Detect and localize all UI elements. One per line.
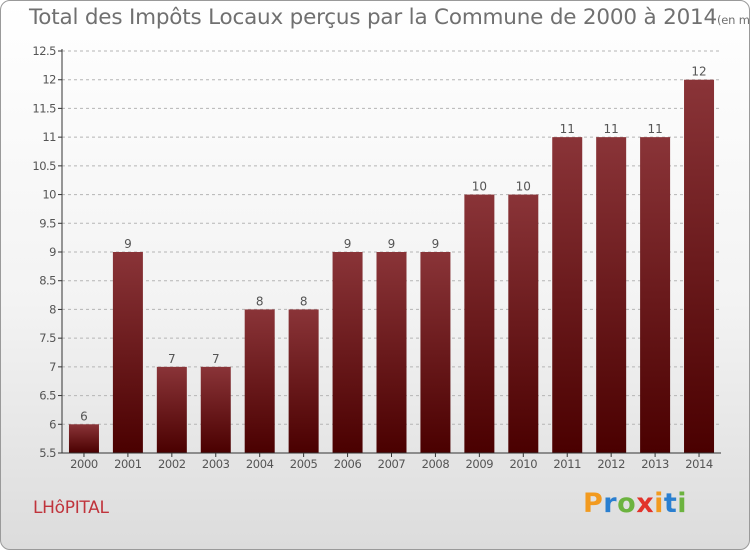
logo-letter: x [636,488,655,519]
bar [156,366,187,453]
bar [552,137,583,453]
x-tick-label: 2006 [334,457,362,471]
x-tick-label: 2013 [641,457,669,471]
x-tick-label: 2009 [466,457,494,471]
y-tick-label: 10 [42,188,56,202]
bar [200,366,231,453]
bar-value-label: 12 [691,65,706,79]
logo-letter: r [603,488,618,519]
bar [288,309,319,453]
commune-name: LHôPITAL [33,498,109,518]
chart-title: Total des Impôts Locaux perçus par la Co… [29,5,750,30]
bar [244,309,275,453]
logo-letter: i [654,488,664,519]
bar-value-label: 11 [604,122,619,136]
y-tick-label: 7.5 [39,331,56,345]
y-tick-label: 6.5 [39,389,56,403]
logo-letter: o [617,488,637,519]
x-tick-label: 2001 [114,457,142,471]
x-tick-label: 2010 [509,457,537,471]
bar-value-label: 9 [344,237,352,251]
bar-value-label: 7 [212,352,220,366]
bar [464,194,495,454]
proxiti-logo: Proxiti [583,488,687,519]
y-tick-label: 9 [49,245,56,259]
bar [68,424,99,453]
x-tick-label: 2011 [553,457,581,471]
bar-value-label: 8 [256,294,264,308]
y-tick-label: 12.5 [32,44,56,58]
logo-letter: P [583,488,604,519]
y-tick-label: 11 [42,130,56,144]
y-tick-label: 12 [42,73,56,87]
bar-value-label: 7 [168,352,176,366]
x-tick-label: 2003 [202,457,230,471]
chart-title-text: Total des Impôts Locaux perçus par la Co… [29,5,717,30]
logo-letter: t [663,488,678,519]
x-tick-label: 2005 [290,457,318,471]
x-tick-label: 2000 [70,457,98,471]
bar-value-label: 10 [472,180,487,194]
bar [596,137,627,453]
bar-value-label: 11 [647,122,662,136]
logo-letter: i [677,488,688,519]
bar-value-label: 9 [388,237,396,251]
x-tick-label: 2004 [246,457,274,471]
y-tick-label: 11.5 [32,101,56,115]
x-tick-label: 2014 [685,457,713,471]
y-tick-label: 9.5 [39,216,56,230]
x-tick-label: 2012 [597,457,625,471]
chart-title-unit: (en milliers d'€) [717,13,750,27]
bar [420,252,451,453]
bar-value-label: 6 [80,409,88,423]
bar [684,79,715,453]
bar [640,137,671,453]
x-tick-label: 2007 [378,457,406,471]
y-tick-label: 8 [49,302,56,316]
y-tick-label: 10.5 [32,159,56,173]
bar-value-label: 9 [124,237,132,251]
x-tick-label: 2002 [158,457,186,471]
bar-value-label: 8 [300,294,308,308]
bar-value-label: 9 [432,237,440,251]
bar-value-label: 10 [516,180,531,194]
bar [332,252,363,453]
y-tick-label: 6 [49,417,56,431]
x-tick-label: 2008 [422,457,450,471]
bar [508,194,539,454]
y-tick-label: 5.5 [39,446,56,460]
y-tick-label: 7 [49,360,56,374]
bar [376,252,407,453]
bar [112,252,143,453]
y-tick-label: 8.5 [39,274,56,288]
bar-value-label: 11 [560,122,575,136]
